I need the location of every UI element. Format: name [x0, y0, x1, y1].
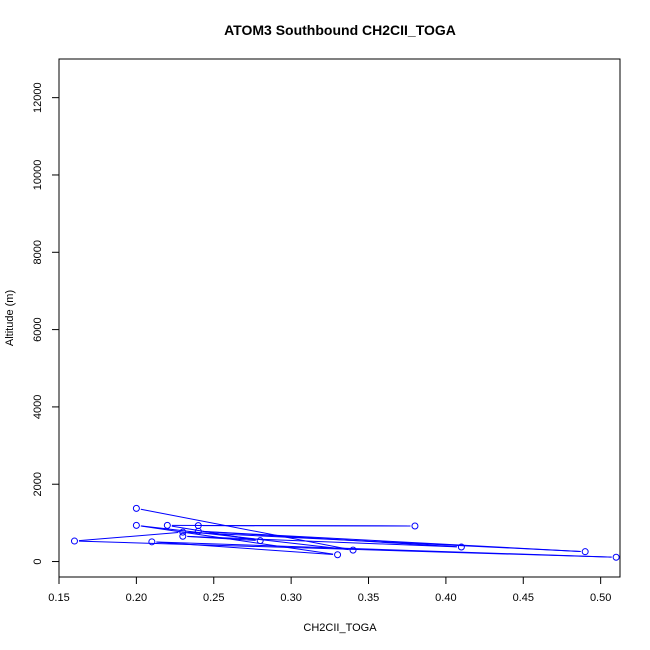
data-point: [581, 548, 589, 556]
y-axis-label: Altitude (m): [4, 290, 16, 346]
data-point: [179, 532, 187, 540]
series-segment: [140, 508, 349, 550]
y-tick-label: 12000: [32, 82, 44, 113]
y-tick-label: 4000: [32, 395, 44, 419]
data-point: [163, 521, 171, 529]
data-point: [457, 543, 465, 551]
y-tick-label: 8000: [32, 240, 44, 264]
x-axis-label: CH2CII_TOGA: [303, 622, 377, 634]
series-segment: [202, 530, 457, 548]
y-tick-label: 10000: [32, 160, 44, 191]
x-tick-label: 0.35: [358, 592, 379, 604]
y-tick-label: 6000: [32, 317, 44, 341]
y-tick-label: 2000: [32, 472, 44, 496]
x-tick-label: 0.50: [590, 592, 611, 604]
data-point: [256, 537, 264, 545]
data-point: [349, 546, 357, 554]
plot-frame: [58, 58, 621, 578]
data-point: [179, 528, 187, 536]
data-point: [612, 553, 620, 561]
series-segment: [171, 525, 256, 541]
data-point: [132, 504, 140, 512]
y-axis: 0 2000 4000 6000 8000 10000 12000: [32, 82, 60, 565]
data-point: [411, 522, 419, 530]
x-tick-label: 0.20: [126, 592, 147, 604]
x-tick-label: 0.15: [48, 592, 69, 604]
x-axis: 0.15 0.20 0.25 0.30 0.35 0.40 0.45 0.50: [48, 576, 611, 604]
x-tick-label: 0.30: [280, 592, 301, 604]
series-segment: [187, 535, 256, 541]
x-tick-label: 0.40: [435, 592, 456, 604]
x-tick-label: 0.25: [203, 592, 224, 604]
data-point: [132, 521, 140, 529]
series-segment: [140, 525, 334, 555]
series-segment: [78, 540, 612, 558]
data-point: [334, 551, 342, 559]
chart-title: ATOM3 Southbound CH2CII_TOGA: [224, 22, 456, 38]
x-tick-label: 0.45: [513, 592, 534, 604]
series-layer: [70, 504, 620, 561]
data-point: [148, 538, 156, 546]
data-point: [70, 537, 78, 545]
series-segment: [78, 532, 179, 542]
data-point: [194, 522, 202, 530]
series-segment: [187, 535, 457, 548]
y-tick-label: 0: [32, 558, 44, 564]
